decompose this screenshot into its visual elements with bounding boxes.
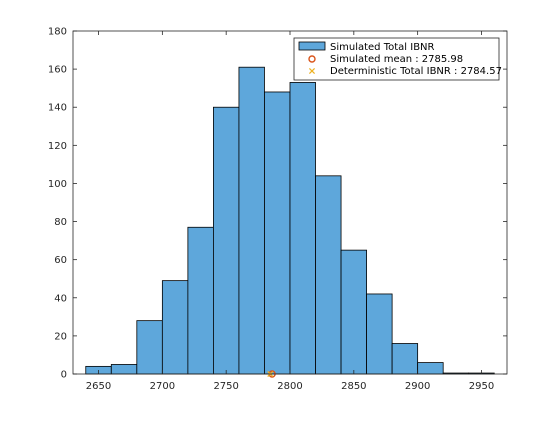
x-tick-label: 2750 <box>213 381 238 392</box>
histogram-bar <box>161 280 189 375</box>
legend: Simulated Total IBNR Simulated mean : 27… <box>293 37 502 81</box>
y-tick-label: 0 <box>61 370 67 381</box>
histogram-bar <box>289 82 316 375</box>
legend-marker-x-icon <box>308 67 316 75</box>
legend-swatch-histogram <box>298 41 326 51</box>
histogram-bar <box>187 226 214 375</box>
histogram-bar <box>264 91 291 375</box>
y-tick-label: 20 <box>54 331 67 342</box>
x-tick-label: 2950 <box>469 381 494 392</box>
legend-label-deterministic: Deterministic Total IBNR : 2784.57 <box>330 66 502 77</box>
y-tick-label: 180 <box>48 27 67 38</box>
histogram-bar <box>136 320 163 375</box>
y-tick-label: 160 <box>48 65 67 76</box>
histogram-bar <box>110 364 138 375</box>
x-tick-label: 2800 <box>277 381 302 392</box>
histogram-bar <box>315 175 342 375</box>
histogram-bar <box>391 343 419 375</box>
y-tick-label: 120 <box>48 141 67 152</box>
bars-layer <box>85 66 495 375</box>
y-tick-label: 100 <box>48 179 67 190</box>
legend-label-simulated-mean: Simulated mean : 2785.98 <box>330 54 463 65</box>
x-tick-label: 2900 <box>405 381 430 392</box>
histogram-bar <box>213 106 240 375</box>
x-tick-label: 2850 <box>341 381 366 392</box>
histogram-bar <box>417 362 444 375</box>
ticks-layer: 2650 2700 2750 2800 2850 2900 2950 0 20 40 60 80 100… <box>48 27 507 392</box>
y-tick-label: 60 <box>54 255 67 266</box>
x-tick-label: 2650 <box>86 381 111 392</box>
y-tick-label: 40 <box>54 293 67 304</box>
histogram-bar <box>340 249 367 375</box>
y-tick-label: 80 <box>54 217 67 228</box>
x-tick-label: 2700 <box>150 381 175 392</box>
histogram-bar <box>238 66 265 375</box>
histogram-bar <box>366 293 393 375</box>
legend-label-histogram: Simulated Total IBNR <box>330 42 435 53</box>
legend-marker-circle-icon <box>308 55 316 63</box>
y-tick-label: 140 <box>48 103 67 114</box>
legend-box <box>293 37 500 81</box>
